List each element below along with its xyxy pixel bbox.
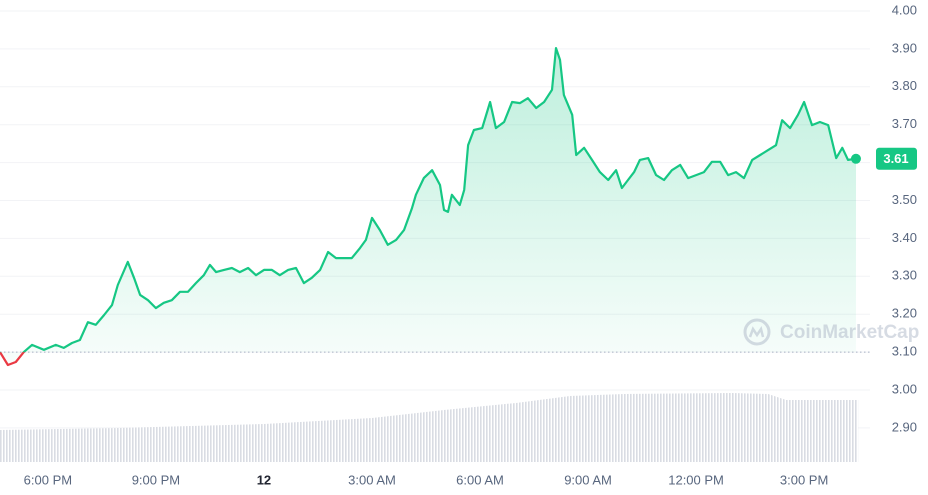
price-tag (876, 147, 917, 170)
y-tick-label: 3.90 (892, 40, 917, 55)
y-tick-label: 3.20 (892, 306, 917, 321)
y-tick-label: 4.00 (892, 2, 917, 17)
x-tick-label: 3:00 PM (780, 472, 828, 487)
price-tag-label: 3.61 (883, 151, 908, 166)
x-tick-label: 9:00 AM (564, 472, 612, 487)
y-tick-label: 3.70 (892, 116, 917, 131)
x-tick-label: 6:00 AM (456, 472, 504, 487)
price-line (0, 47, 857, 367)
last-point (850, 153, 861, 164)
y-tick-label: 2.90 (892, 419, 917, 434)
x-tick-label: 6:00 PM (24, 472, 72, 487)
y-tick-label: 3.80 (892, 78, 917, 93)
y-tick-label: 3.50 (892, 192, 917, 207)
x-tick-label: 3:00 AM (348, 472, 396, 487)
volume-area (0, 393, 859, 462)
area (0, 48, 856, 365)
x-tick-label: 9:00 PM (132, 472, 180, 487)
y-tick-label: 3.30 (892, 268, 917, 283)
x-tick-label: 12 (257, 472, 271, 487)
x-tick-label: 12:00 PM (668, 472, 724, 487)
y-tick-label: 3.10 (892, 344, 917, 359)
watermark: CoinMarketCap (743, 318, 919, 346)
y-tick-label: 3.00 (892, 381, 917, 396)
y-tick-label: 3.40 (892, 230, 917, 245)
watermark-text: CoinMarketCap (780, 322, 919, 343)
